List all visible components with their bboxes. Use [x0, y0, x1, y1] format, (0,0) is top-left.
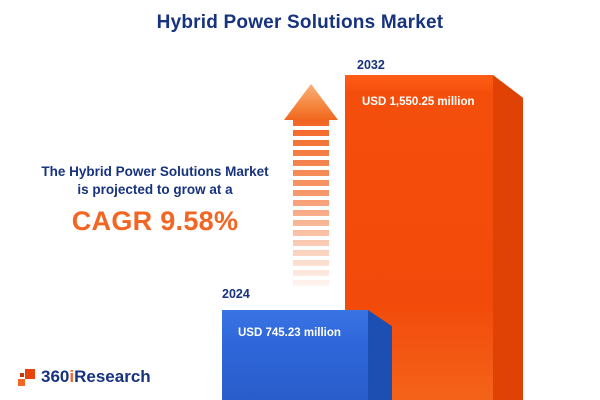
logo-square-2	[18, 378, 25, 386]
bar-2032-year-label: 2032	[357, 58, 385, 72]
annotation-line-1: The Hybrid Power Solutions Market	[41, 164, 269, 179]
logo-square-3	[20, 372, 24, 377]
annotation-block: The Hybrid Power Solutions Market is pro…	[12, 163, 298, 237]
bar-2024	[222, 310, 368, 400]
bar-2032-value-label: USD 1,550.25 million	[362, 96, 475, 108]
logo-text-360: 360	[41, 367, 70, 386]
annotation-line-2: is projected to grow at a	[77, 182, 233, 197]
bar-2024-value-label: USD 745.23 million	[238, 327, 341, 339]
cagr-value: CAGR 9.58%	[71, 206, 239, 236]
logo-text: 360iResearch	[41, 367, 151, 387]
bar-2032-side-face	[493, 75, 523, 400]
page-title: Hybrid Power Solutions Market	[156, 12, 444, 33]
logo: 360iResearch	[18, 367, 151, 387]
growth-arrow-fade	[293, 120, 329, 288]
logo-mark-icon	[18, 368, 35, 386]
logo-square-1	[25, 368, 35, 379]
logo-text-research: Research	[74, 367, 151, 386]
growth-arrow-shaft-icon	[293, 120, 329, 288]
bar-2024-side-face	[368, 310, 392, 400]
logo-text-i: i	[69, 367, 75, 386]
bar-2024-year-label: 2024	[222, 287, 250, 301]
growth-arrow-head-icon	[284, 84, 338, 120]
